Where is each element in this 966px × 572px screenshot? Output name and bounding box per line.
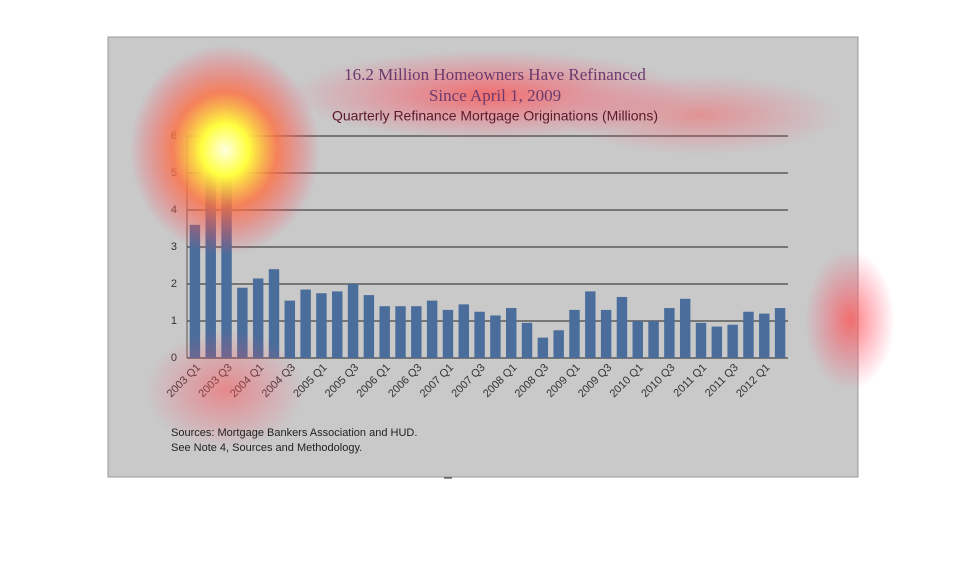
bar [521, 322, 533, 358]
bar [616, 296, 628, 358]
bar [300, 289, 311, 358]
bar [774, 308, 786, 358]
bar [537, 337, 549, 358]
y-tick-label: 0 [171, 352, 177, 364]
chart-title: 16.2 Million Homeowners Have Refinanced [344, 65, 646, 84]
source-note: See Note 4, Sources and Methodology. [171, 442, 362, 454]
y-tick-label: 4 [171, 204, 177, 216]
y-tick-label: 5 [171, 167, 177, 179]
y-tick-label: 1 [171, 315, 177, 327]
bar [268, 269, 280, 358]
bar [252, 278, 264, 358]
bar [679, 298, 691, 358]
bar [632, 321, 643, 358]
bar [395, 306, 406, 358]
bar [458, 304, 469, 358]
bar [363, 295, 375, 358]
bar [426, 300, 438, 358]
bar [695, 322, 707, 358]
bar [648, 321, 659, 358]
bar [284, 300, 296, 358]
bar [711, 326, 723, 358]
y-tick-label: 3 [171, 241, 177, 253]
bar [221, 176, 232, 358]
chart-subtitle: Quarterly Refinance Mortgage Origination… [332, 108, 658, 124]
bar [411, 306, 422, 358]
bar [205, 165, 216, 358]
bar [743, 311, 754, 358]
bar [600, 309, 612, 358]
bar [553, 330, 564, 358]
bar [332, 291, 343, 358]
y-tick-label: 2 [171, 278, 177, 290]
bar [379, 306, 390, 358]
bar [727, 324, 738, 358]
bar [506, 308, 517, 358]
chart-title: Since April 1, 2009 [429, 86, 561, 105]
bar [347, 284, 359, 358]
bar [759, 313, 770, 358]
bar [316, 293, 327, 358]
y-tick-label: 6 [171, 130, 177, 142]
bar [442, 309, 454, 358]
bar [569, 309, 580, 358]
bar [585, 291, 596, 358]
bar [189, 224, 201, 358]
bar [490, 315, 501, 358]
bar [237, 287, 248, 358]
bar [664, 308, 675, 358]
bar [474, 311, 485, 358]
source-note: Sources: Mortgage Bankers Association an… [171, 427, 417, 439]
